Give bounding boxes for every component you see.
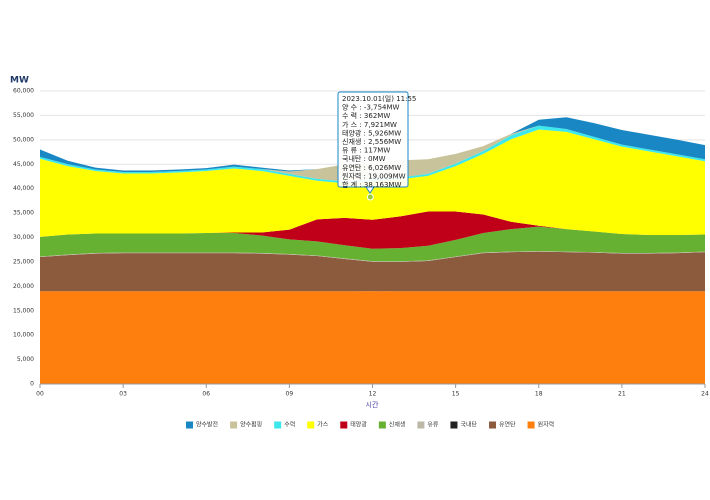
legend-swatch <box>230 421 238 429</box>
legend-label: 유연탄 <box>499 421 516 429</box>
y-axis-label: MW <box>10 76 29 86</box>
y-tick-label: 30,000 <box>13 234 34 241</box>
tooltip-line: 국내탄 : 0MW <box>342 154 386 163</box>
y-tick-label: 10,000 <box>13 332 34 339</box>
x-axis-label: 시간 <box>366 400 379 409</box>
tooltip-line: 양 수 : -3,754MW <box>342 104 400 112</box>
legend-swatch <box>489 421 497 429</box>
tooltip-line: 유 류 : 117MW <box>342 147 390 155</box>
legend-swatch <box>274 421 282 429</box>
legend-label: 가스 <box>317 421 329 429</box>
tooltip-line: 태양광 : 5,926MW <box>342 129 401 137</box>
y-tick-label: 5,000 <box>17 356 34 363</box>
legend-swatch <box>527 421 535 429</box>
y-tick-label: 55,000 <box>13 112 34 119</box>
x-tick-label: 00 <box>36 391 44 398</box>
legend-label: 태양광 <box>350 421 367 429</box>
axes: 0 5,000 10,000 15,000 20,000 25,000 30,000 35,0… <box>13 88 709 398</box>
x-tick-label: 09 <box>286 391 294 398</box>
x-tick-label: 15 <box>452 391 460 398</box>
legend-label: 신재생 <box>389 421 406 429</box>
y-tick-label: 50,000 <box>13 136 34 143</box>
legend-label: 국내탄 <box>460 421 477 429</box>
area <box>40 291 705 384</box>
x-tick-label: 12 <box>369 391 377 398</box>
x-tick-label: 24 <box>701 391 709 398</box>
legend-swatch <box>340 421 348 429</box>
legend-label: 양수펌핑 <box>240 421 262 429</box>
tooltip-marker <box>366 193 374 201</box>
x-tick-label: 18 <box>535 391 543 398</box>
legend: 양수발전 양수펌핑 수력 가스 태양광 신재생 유류 국내탄 유연탄 원자력 <box>186 421 554 429</box>
tooltip-line: 원자력 : 19,009MW <box>342 171 406 180</box>
legend-label: 원자력 <box>538 421 555 429</box>
legend-swatch <box>378 421 386 429</box>
y-tick-label: 25,000 <box>13 258 34 265</box>
tooltip-line: 유연탄 : 6,026MW <box>342 163 401 172</box>
area <box>40 211 705 249</box>
tooltip-pointer <box>365 186 375 194</box>
y-tick-label: 15,000 <box>13 307 34 314</box>
tooltip-line: 수 력 : 362MW <box>342 112 390 120</box>
y-tick-label: 0 <box>30 381 34 388</box>
x-tick-label: 21 <box>618 391 626 398</box>
x-tick-label: 06 <box>202 391 210 398</box>
y-tick-label: 40,000 <box>13 185 34 192</box>
y-tick-label: 20,000 <box>13 283 34 290</box>
legend-label: 양수발전 <box>196 421 218 429</box>
legend-swatch <box>186 421 193 429</box>
y-tick-label: 45,000 <box>13 161 34 168</box>
area <box>40 251 705 292</box>
tooltip-line: 신재생 : 2,556MW <box>342 137 401 146</box>
tooltip-title: 2023.10.01(일) 11:55 <box>342 94 416 103</box>
legend-label: 수력 <box>284 421 295 429</box>
tooltip-line: 합 계 : 38,163MW <box>342 180 401 189</box>
x-tick-label: 03 <box>119 391 127 398</box>
legend-swatch <box>450 421 458 429</box>
tooltip-line: 가 스 : 7,921MW <box>342 120 397 129</box>
legend-swatch <box>417 421 425 429</box>
legend-label: 유류 <box>427 422 439 429</box>
area <box>40 226 705 262</box>
y-tick-label: 35,000 <box>13 210 34 217</box>
legend-swatch <box>307 421 315 429</box>
y-tick-label: 60,000 <box>13 88 34 95</box>
